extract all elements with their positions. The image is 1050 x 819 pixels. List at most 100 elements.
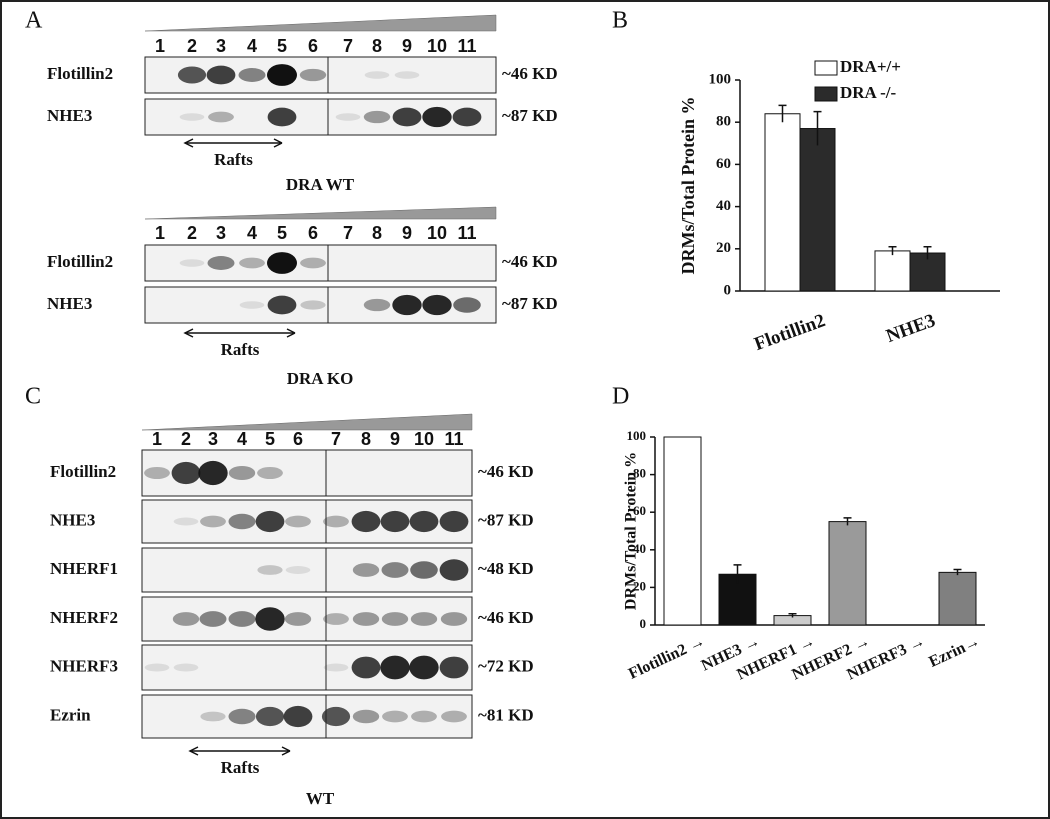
blot-band [228,611,256,627]
row-label: Flotillin2 [47,64,113,83]
blot-caption: DRA KO [287,369,354,388]
arrow-head [273,138,283,148]
blot-band [439,510,469,533]
y-tick-label: 100 [709,71,732,87]
blot-band [198,460,228,486]
blot-band [439,559,469,581]
bar [799,128,836,292]
lane-number: 11 [457,223,476,243]
blot-band [351,656,381,679]
blot-band [283,705,313,728]
legend-swatch [814,86,838,102]
blot-band [411,710,437,723]
blot-band [177,66,207,84]
blot-strip [144,244,497,282]
lane-number: 3 [216,36,226,56]
bar [874,250,911,292]
blot-band [173,517,199,526]
lane-number: 6 [293,429,303,449]
arrow-head [286,328,296,338]
lane-number: 8 [372,36,382,56]
error-bar [923,245,932,260]
lane-number: 7 [331,429,341,449]
lane-number: 5 [277,36,287,56]
blot-band [364,71,390,79]
size-label: ~87 KD [478,510,534,529]
y-axis-label: DRMs/Total Protein % [678,97,698,275]
blot-band [267,64,297,86]
blot-band [255,510,285,533]
size-label: ~81 KD [478,705,534,724]
lane-number: 6 [308,223,318,243]
y-tick-label: 40 [633,541,646,556]
lane-number: 6 [308,36,318,56]
blot-band [381,562,409,578]
blot-band [422,294,452,316]
blot-band [173,663,199,672]
blot-band [380,655,410,680]
blot-band [257,565,283,575]
lane-number: 4 [247,36,257,56]
blot-band [300,257,326,269]
y-tick-label: 0 [724,282,732,298]
lane-number: 5 [277,223,287,243]
blot-band [267,107,297,127]
blot-band [255,607,285,631]
blot-band [363,110,391,124]
panel-label: B [612,8,628,34]
panel-label: D [612,384,629,410]
bar [663,436,702,626]
blot-band [380,510,410,533]
lane-number: 11 [457,36,476,56]
gradient-wedge [144,206,497,220]
y-tick-label: 80 [633,466,646,481]
blot-band [394,71,420,79]
lane-number: 2 [181,429,191,449]
y-tick-label: 20 [633,578,646,593]
blot-band [321,706,351,727]
blot-band [441,710,467,723]
blot-band [392,107,422,127]
error-bar [888,245,897,256]
blot-strip [141,596,473,642]
size-label: ~46 KD [502,64,558,83]
lane-number: 1 [152,429,162,449]
arrow-head [183,138,194,148]
blot-band [206,65,236,85]
blot-band [267,252,297,274]
size-label: ~46 KD [502,252,558,271]
blot-band [300,300,326,310]
y-tick-label: 100 [627,428,647,443]
blot-band [410,612,438,626]
y-axis-label: DRMs/Total Protein % [623,452,640,610]
blot-band [267,295,297,315]
size-label: ~72 KD [478,656,534,675]
blot-band [199,611,227,627]
row-label: NHERF1 [50,559,118,578]
blot-band [381,612,409,626]
size-label: ~48 KD [478,559,534,578]
error-bar [813,110,822,146]
blot-band [285,566,311,574]
blot-band [207,256,235,270]
blot-band [299,68,327,82]
blot-band [172,612,200,626]
bar [828,521,867,626]
rafts-label: Rafts [221,340,260,359]
y-tick-label: 20 [716,240,731,256]
error-bar [953,568,962,576]
blot-band [409,655,439,680]
lane-number: 9 [402,36,412,56]
blot-band [238,68,266,82]
blot-band [352,612,380,626]
arrow-head [188,746,199,756]
arrow-head [183,328,194,338]
blot-band [382,710,408,723]
lane-number: 9 [390,429,400,449]
blot-band [410,561,438,579]
blot-band [200,515,226,528]
blot-band [200,711,226,722]
panel-label: A [25,8,43,34]
gradient-wedge [141,413,473,431]
rafts-label: Rafts [221,758,260,777]
